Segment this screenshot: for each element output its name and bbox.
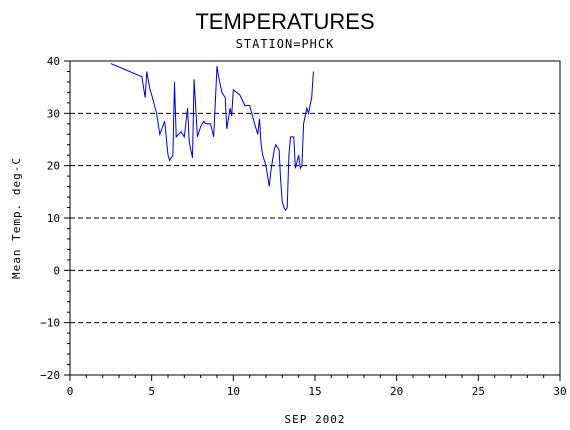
chart-subtitle: STATION=PHCK xyxy=(236,37,335,51)
y-tick-label: −20 xyxy=(40,369,60,382)
y-tick-label: 10 xyxy=(47,212,60,225)
y-tick-label: 20 xyxy=(47,160,60,173)
x-tick-label: 5 xyxy=(148,385,155,398)
x-tick-label: 30 xyxy=(553,385,566,398)
series-layer xyxy=(110,63,314,212)
y-tick-label: −10 xyxy=(40,317,60,330)
y-tick-label: 40 xyxy=(47,55,60,68)
y-tick-label: 0 xyxy=(53,264,60,277)
x-tick-label: 10 xyxy=(227,385,240,398)
series-line xyxy=(110,63,314,212)
x-tick-label: 25 xyxy=(472,385,485,398)
y-tick-label: 30 xyxy=(47,107,60,120)
x-axis-label: SEP 2002 xyxy=(285,413,346,426)
x-tick-label: 20 xyxy=(390,385,403,398)
gridlines xyxy=(70,60,560,376)
axis-ticks: −20 −10 0 10 20 30 40 0 5 10 15 20 25 30 xyxy=(40,55,567,398)
x-tick-label: 15 xyxy=(308,385,321,398)
y-axis-label: Mean Temp. deg-C xyxy=(10,157,23,279)
chart-title: TEMPERATURES xyxy=(195,9,374,34)
x-tick-label: 0 xyxy=(67,385,74,398)
